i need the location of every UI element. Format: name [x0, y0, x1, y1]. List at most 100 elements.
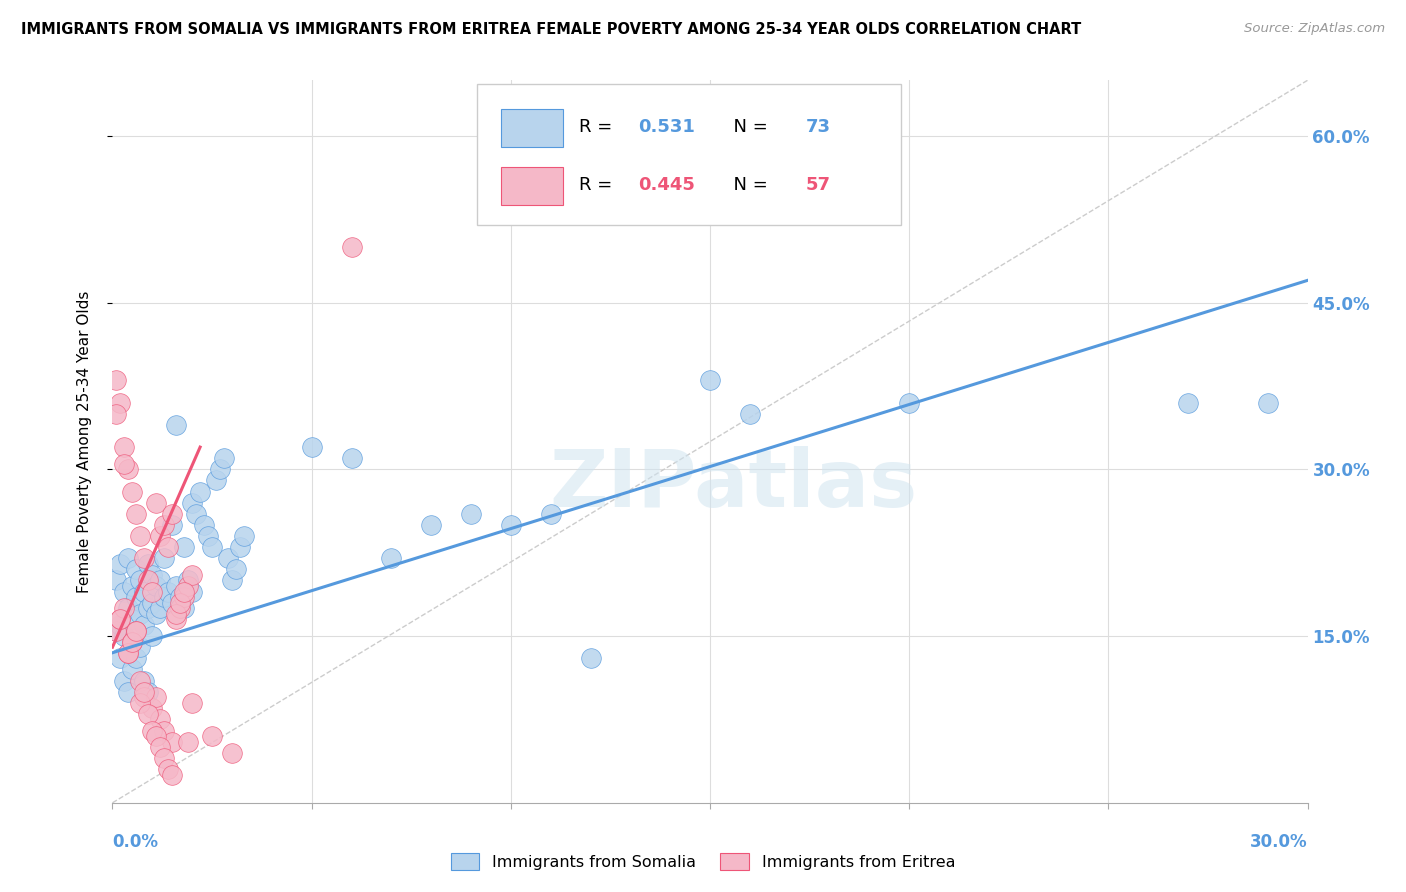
- Point: [141, 723, 163, 738]
- Point: [114, 673, 135, 688]
- Point: [169, 596, 191, 610]
- Point: [117, 601, 139, 615]
- Point: [217, 551, 239, 566]
- Point: [110, 618, 132, 632]
- Point: [141, 584, 163, 599]
- Point: [193, 517, 215, 532]
- Point: [105, 373, 128, 387]
- Point: [181, 584, 204, 599]
- Point: [110, 651, 132, 665]
- Point: [301, 440, 323, 454]
- Point: [134, 618, 156, 632]
- Point: [114, 457, 135, 471]
- Point: [141, 596, 163, 610]
- Point: [153, 517, 176, 532]
- Point: [188, 484, 211, 499]
- Legend: Immigrants from Somalia, Immigrants from Eritrea: Immigrants from Somalia, Immigrants from…: [444, 847, 962, 877]
- Point: [153, 590, 176, 604]
- Point: [141, 701, 163, 715]
- Point: [134, 684, 156, 698]
- Point: [165, 417, 187, 432]
- Point: [157, 584, 180, 599]
- Point: [173, 601, 195, 615]
- Point: [738, 407, 761, 421]
- Text: 57: 57: [806, 176, 831, 194]
- Point: [579, 651, 602, 665]
- Point: [420, 517, 443, 532]
- Point: [141, 568, 163, 582]
- Point: [129, 607, 152, 621]
- Point: [340, 240, 363, 254]
- Point: [540, 507, 562, 521]
- Point: [145, 729, 167, 743]
- Point: [134, 584, 156, 599]
- Point: [1257, 395, 1279, 409]
- Point: [105, 574, 128, 588]
- Point: [125, 590, 148, 604]
- Point: [340, 451, 363, 466]
- Point: [121, 484, 143, 499]
- Point: [197, 529, 219, 543]
- Point: [177, 579, 200, 593]
- Point: [157, 540, 180, 554]
- Text: R =: R =: [579, 119, 617, 136]
- Point: [699, 373, 721, 387]
- Point: [121, 579, 143, 593]
- Text: 30.0%: 30.0%: [1250, 833, 1308, 851]
- Point: [121, 662, 143, 676]
- Point: [125, 562, 148, 576]
- Point: [114, 629, 135, 643]
- Point: [117, 646, 139, 660]
- Point: [205, 474, 228, 488]
- Point: [129, 696, 152, 710]
- Point: [110, 557, 132, 571]
- Point: [898, 395, 921, 409]
- Point: [114, 601, 135, 615]
- Point: [149, 574, 172, 588]
- Point: [149, 713, 172, 727]
- Point: [380, 551, 402, 566]
- Point: [221, 574, 243, 588]
- Point: [125, 624, 148, 638]
- Point: [141, 629, 163, 643]
- Point: [173, 584, 195, 599]
- Point: [114, 440, 135, 454]
- Point: [125, 507, 148, 521]
- Point: [129, 529, 152, 543]
- Point: [105, 624, 128, 638]
- Point: [121, 634, 143, 648]
- Point: [1177, 395, 1199, 409]
- Text: ZIPatlas: ZIPatlas: [550, 446, 918, 524]
- Point: [153, 751, 176, 765]
- Text: Source: ZipAtlas.com: Source: ZipAtlas.com: [1244, 22, 1385, 36]
- Point: [149, 601, 172, 615]
- Point: [499, 517, 522, 532]
- Point: [105, 407, 128, 421]
- Point: [145, 579, 167, 593]
- Point: [181, 568, 204, 582]
- Point: [177, 574, 200, 588]
- Point: [157, 763, 180, 777]
- Point: [209, 462, 232, 476]
- Point: [145, 496, 167, 510]
- Point: [186, 507, 208, 521]
- Point: [162, 517, 183, 532]
- Point: [165, 579, 187, 593]
- Point: [173, 540, 195, 554]
- Point: [134, 673, 156, 688]
- Point: [138, 706, 160, 721]
- Point: [134, 551, 156, 566]
- Point: [149, 529, 172, 543]
- Point: [221, 746, 243, 760]
- Point: [138, 557, 160, 571]
- Point: [121, 634, 143, 648]
- Point: [114, 584, 135, 599]
- Text: R =: R =: [579, 176, 617, 194]
- FancyBboxPatch shape: [501, 109, 562, 147]
- FancyBboxPatch shape: [501, 167, 562, 204]
- Point: [117, 646, 139, 660]
- Point: [145, 607, 167, 621]
- Point: [165, 607, 187, 621]
- Point: [105, 624, 128, 638]
- Point: [181, 696, 204, 710]
